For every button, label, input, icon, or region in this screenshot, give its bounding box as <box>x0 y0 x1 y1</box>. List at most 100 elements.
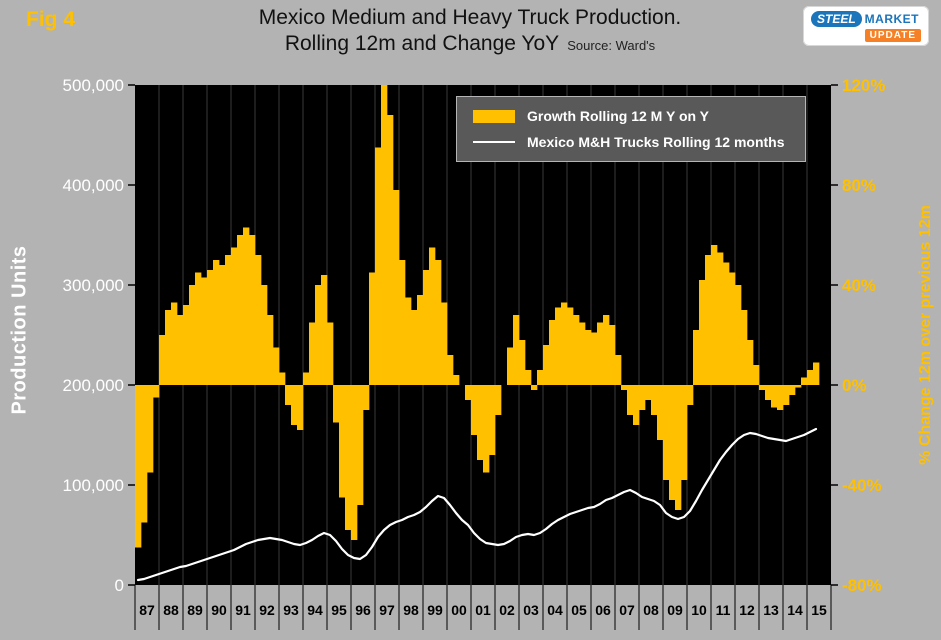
growth-bar <box>201 277 208 385</box>
growth-bar <box>165 310 172 385</box>
growth-bar <box>465 385 472 400</box>
growth-bar <box>225 255 232 385</box>
growth-bar <box>573 315 580 385</box>
growth-bar <box>171 302 178 385</box>
growth-bar <box>669 385 676 500</box>
x-axis-year-label: 06 <box>595 602 611 618</box>
right-axis-title: % Change 12m over previous 12m <box>917 205 934 465</box>
x-axis-year-label: 88 <box>163 602 179 618</box>
growth-bar <box>801 377 808 385</box>
logo-steel-badge: STEEL <box>811 10 862 27</box>
growth-bar <box>135 385 142 548</box>
growth-bar <box>543 345 550 385</box>
x-axis-year-label: 87 <box>139 602 155 618</box>
growth-bar <box>477 385 484 460</box>
growth-bar <box>441 302 448 385</box>
growth-bar <box>639 385 646 410</box>
growth-bar <box>243 227 250 385</box>
growth-bar <box>765 385 772 400</box>
growth-bar <box>435 260 442 385</box>
growth-bar <box>807 370 814 385</box>
growth-bar <box>489 385 496 455</box>
x-axis-year-label: 96 <box>355 602 371 618</box>
growth-bar <box>177 315 184 385</box>
growth-bar <box>153 385 160 398</box>
growth-bar <box>591 332 598 385</box>
growth-bar <box>195 272 202 385</box>
growth-bar <box>273 347 280 385</box>
growth-bar <box>255 255 262 385</box>
legend-item-growth: Growth Rolling 12 M Y on Y <box>473 108 789 124</box>
left-axis-tick-label: 100,000 <box>63 476 124 495</box>
growth-bar <box>297 385 304 430</box>
logo-update-badge: UPDATE <box>864 28 921 42</box>
growth-bar <box>471 385 478 435</box>
growth-bar <box>711 245 718 385</box>
growth-bar <box>561 302 568 385</box>
growth-bar <box>675 385 682 510</box>
legend-bar-swatch <box>473 109 515 123</box>
growth-bar <box>333 385 340 423</box>
x-axis-year-label: 92 <box>259 602 275 618</box>
growth-bar <box>603 315 610 385</box>
growth-bar <box>705 255 712 385</box>
chart-title: Mexico Medium and Heavy Truck Production… <box>150 5 790 59</box>
growth-bar <box>369 272 376 385</box>
growth-bar <box>429 247 436 385</box>
x-axis-year-label: 01 <box>475 602 491 618</box>
growth-bar <box>411 310 418 385</box>
growth-bar <box>231 247 238 385</box>
x-axis-year-label: 11 <box>716 602 731 618</box>
right-axis-tick-label: 0% <box>842 376 867 395</box>
legend-label: Mexico M&H Trucks Rolling 12 months <box>527 134 785 150</box>
growth-bar <box>387 115 394 385</box>
right-axis-tick-label: -40% <box>842 476 882 495</box>
growth-bar <box>609 325 616 385</box>
growth-bar <box>663 385 670 480</box>
growth-bar <box>405 297 412 385</box>
growth-bar <box>723 262 730 385</box>
growth-bar <box>375 147 382 385</box>
right-axis-tick-label: 120% <box>842 76 885 95</box>
growth-bar <box>507 347 514 385</box>
x-axis-year-label: 93 <box>283 602 299 618</box>
growth-bar <box>339 385 346 498</box>
x-axis-year-label: 95 <box>331 602 347 618</box>
growth-bar <box>537 370 544 385</box>
chart-title-line2: Rolling 12m and Change YoY Source: Ward's <box>150 31 790 59</box>
legend: Growth Rolling 12 M Y on Y Mexico M&H Tr… <box>456 96 806 162</box>
growth-bar <box>417 295 424 385</box>
growth-bar <box>687 385 694 405</box>
growth-bar <box>525 370 532 385</box>
growth-bar <box>159 335 166 385</box>
growth-bar <box>795 385 802 388</box>
logo-row: STEEL MARKET <box>811 10 921 27</box>
x-axis-year-label: 94 <box>307 602 323 618</box>
growth-bar <box>585 330 592 385</box>
x-axis-year-label: 04 <box>547 602 563 618</box>
x-axis-year-label: 07 <box>619 602 635 618</box>
growth-bar <box>141 385 148 523</box>
growth-bar <box>249 235 256 385</box>
growth-bar <box>729 272 736 385</box>
growth-bar <box>681 385 688 480</box>
growth-bar <box>285 385 292 405</box>
growth-bar <box>495 385 502 415</box>
left-axis-tick-label: 500,000 <box>63 76 124 95</box>
chart-title-line2-text: Rolling 12m and Change YoY <box>284 32 560 55</box>
source-note: Source: Ward's <box>567 38 656 53</box>
x-axis-year-label: 98 <box>403 602 419 618</box>
growth-bar <box>303 372 310 385</box>
growth-bar <box>267 315 274 385</box>
logo-market-text: MARKET <box>864 11 919 26</box>
growth-bar <box>513 315 520 385</box>
growth-bar <box>453 375 460 385</box>
growth-bar <box>423 270 430 385</box>
growth-bar <box>693 330 700 385</box>
growth-bar <box>147 385 154 473</box>
x-axis-year-label: 02 <box>499 602 515 618</box>
production-line <box>136 427 818 582</box>
growth-bar <box>351 385 358 540</box>
left-axis-tick-label: 400,000 <box>63 176 124 195</box>
